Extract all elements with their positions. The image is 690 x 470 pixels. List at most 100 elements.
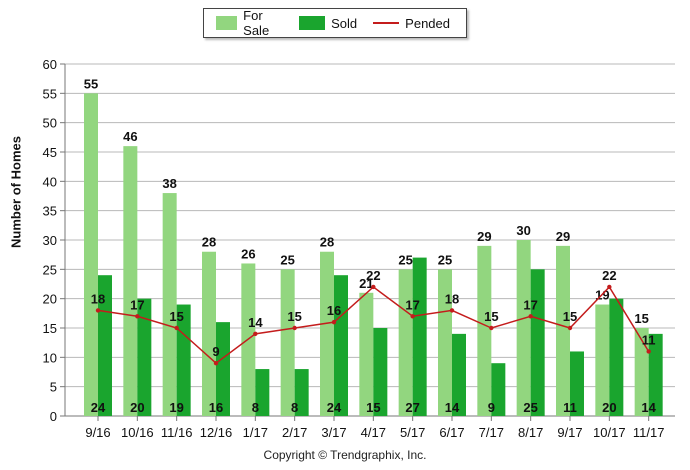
data-label-for-sale: 28 (202, 235, 216, 250)
y-tick-label: 60 (43, 57, 57, 72)
bar-for-sale (359, 292, 374, 416)
x-tick-label: 10/16 (121, 425, 154, 440)
legend-line-pended (373, 22, 400, 24)
bar-sold (452, 333, 466, 416)
legend-label-pended: Pended (405, 15, 450, 31)
bar-sold (648, 333, 663, 416)
data-label-for-sale: 21 (359, 276, 373, 291)
point-pended (489, 325, 494, 331)
y-tick-label: 0 (50, 409, 57, 424)
data-label-sold: 9 (488, 400, 495, 415)
data-label-sold: 14 (445, 400, 460, 415)
legend-label-for-sale: For Sale (243, 8, 270, 38)
data-label-pended: 11 (642, 332, 656, 347)
data-label-pended: 15 (563, 309, 577, 324)
bar-for-sale (595, 304, 610, 416)
y-tick-label: 25 (43, 262, 57, 277)
data-label-sold: 11 (563, 400, 577, 415)
x-tick-label: 9/16 (85, 425, 110, 440)
data-label-pended: 16 (327, 303, 341, 318)
data-label-pended: 17 (405, 297, 419, 312)
point-pended (213, 361, 219, 366)
y-tick-label: 15 (43, 321, 57, 336)
data-label-pended: 9 (212, 344, 219, 359)
data-label-for-sale: 25 (280, 252, 294, 267)
bar-for-sale (202, 251, 216, 416)
data-label-sold: 14 (641, 400, 656, 415)
data-label-sold: 27 (405, 400, 419, 415)
bar-for-sale (516, 240, 531, 416)
bar-for-sale (398, 269, 413, 416)
point-pended (331, 319, 337, 325)
bar-for-sale (162, 193, 177, 416)
y-tick-label: 35 (43, 204, 57, 219)
y-tick-label: 40 (43, 174, 57, 189)
bar-for-sale (280, 269, 295, 416)
point-pended (528, 314, 533, 319)
copyright-text: Copyright © Trendgraphix, Inc. (263, 448, 427, 462)
legend: For Sale Sold Pended (203, 8, 467, 38)
legend-item-for-sale: For Sale (216, 8, 283, 38)
legend-label-sold: Sold (331, 15, 358, 31)
data-label-sold: 20 (602, 400, 616, 415)
bar-for-sale (320, 251, 334, 416)
x-tick-label: 11/16 (161, 425, 193, 440)
bar-sold (373, 328, 388, 416)
legend-swatch-sold (299, 16, 326, 30)
data-label-for-sale: 25 (398, 252, 412, 267)
bar-sold (412, 257, 427, 416)
x-tick-label: 8/17 (518, 425, 543, 440)
data-label-for-sale: 29 (477, 229, 491, 244)
legend-item-sold: Sold (299, 16, 357, 31)
data-label-for-sale: 15 (634, 311, 648, 326)
data-label-pended: 15 (169, 309, 183, 324)
data-label-sold: 20 (130, 400, 144, 415)
data-label-sold: 24 (327, 400, 342, 415)
data-label-for-sale: 26 (241, 246, 255, 261)
data-label-sold: 8 (291, 400, 298, 415)
point-pended (646, 349, 651, 354)
point-pended (567, 325, 573, 331)
bar-for-sale (84, 93, 98, 416)
point-pended (371, 284, 376, 290)
y-tick-label: 10 (43, 350, 57, 365)
data-label-for-sale: 30 (516, 223, 530, 238)
data-label-pended: 18 (91, 291, 105, 306)
x-tick-label: 5/17 (400, 425, 425, 440)
data-label-for-sale: 25 (438, 252, 452, 267)
data-label-sold: 16 (209, 400, 223, 415)
x-tick-label: 12/16 (200, 425, 233, 440)
data-label-for-sale: 29 (556, 229, 570, 244)
x-tick-label: 6/17 (439, 425, 464, 440)
point-pended (449, 308, 455, 313)
data-label-pended: 18 (445, 291, 459, 306)
bar-sold (570, 351, 584, 416)
bar-sold (294, 369, 309, 416)
bar-sold (609, 298, 624, 416)
point-pended (607, 284, 612, 290)
y-tick-label: 50 (43, 116, 57, 131)
bar-for-sale (634, 328, 649, 416)
bar-for-sale (123, 146, 138, 416)
legend-swatch-for-sale (216, 16, 238, 30)
point-pended (95, 308, 101, 313)
x-tick-label: 4/17 (361, 425, 386, 440)
data-label-sold: 8 (252, 400, 259, 415)
data-label-pended: 14 (248, 315, 263, 330)
data-label-sold: 19 (169, 400, 183, 415)
point-pended (253, 331, 258, 337)
data-label-pended: 15 (484, 309, 498, 324)
y-tick-label: 30 (43, 233, 57, 248)
x-tick-label: 10/17 (593, 425, 626, 440)
legend-item-pended: Pended (373, 16, 450, 31)
x-tick-label: 11/17 (633, 425, 665, 440)
bar-sold (176, 304, 191, 416)
bar-for-sale (477, 245, 492, 416)
data-label-for-sale: 38 (162, 176, 176, 191)
bar-sold (255, 369, 270, 416)
y-tick-label: 5 (50, 380, 57, 395)
bar-sold (491, 363, 506, 416)
data-label-pended: 22 (366, 268, 380, 283)
